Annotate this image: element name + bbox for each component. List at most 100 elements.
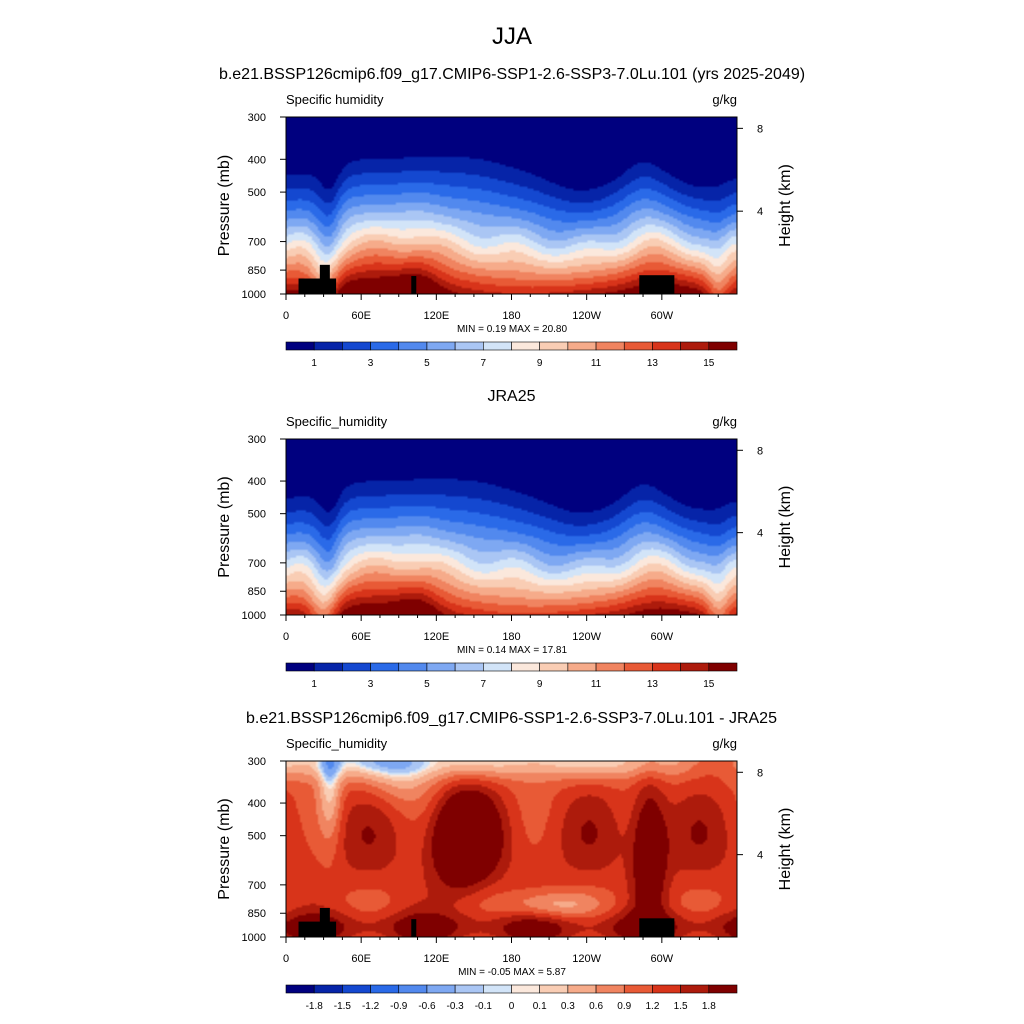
colorbar-box bbox=[454, 341, 484, 351]
colorbar-label: 0.9 bbox=[617, 1001, 631, 1012]
x-tick-label: 180 bbox=[502, 631, 520, 643]
terrain-block bbox=[298, 278, 337, 294]
x-tick-label: 60E bbox=[351, 953, 371, 965]
y-tick-label: 850 bbox=[248, 586, 266, 598]
colorbar-box bbox=[342, 662, 371, 672]
colorbar-label: 11 bbox=[591, 358, 602, 369]
y-tick-label: 1000 bbox=[242, 289, 266, 301]
colorbar-box bbox=[370, 662, 400, 672]
colorbar-label: 13 bbox=[647, 358, 659, 369]
colorbar-label: 9 bbox=[537, 679, 543, 690]
page-title: JJA bbox=[492, 23, 532, 50]
colorbar-label: 13 bbox=[647, 679, 659, 690]
x-tick-label: 60W bbox=[651, 310, 674, 322]
colorbar-box bbox=[426, 341, 456, 351]
min-max-stats: MIN = -0.05 MAX = 5.87 bbox=[458, 967, 566, 978]
colorbar-box bbox=[595, 984, 625, 994]
x-tick-label: 120E bbox=[423, 631, 449, 643]
colorbar-box bbox=[623, 662, 653, 672]
units-label: g/kg bbox=[712, 92, 737, 107]
colorbar-box bbox=[454, 984, 484, 994]
units-label: g/kg bbox=[712, 736, 737, 751]
x-tick-label: 120W bbox=[572, 310, 601, 322]
terrain-block bbox=[298, 921, 337, 937]
colorbar-label: -1.8 bbox=[306, 1001, 324, 1012]
colorbar-label: -0.3 bbox=[447, 1001, 465, 1012]
colorbar-box bbox=[623, 984, 653, 994]
x-tick-label: 180 bbox=[502, 953, 520, 965]
colorbar-label: 1.5 bbox=[674, 1001, 688, 1012]
colorbar-box bbox=[454, 662, 484, 672]
colorbar-box bbox=[313, 984, 343, 994]
right-axis-label: Height (km) bbox=[777, 486, 794, 569]
colorbar-box bbox=[652, 662, 681, 672]
x-tick-label: 60E bbox=[351, 310, 371, 322]
field-name: Specific_humidity bbox=[286, 736, 388, 751]
colorbar-box bbox=[652, 341, 681, 351]
colorbar-box bbox=[483, 341, 512, 351]
y-tick-label: 1000 bbox=[242, 610, 266, 622]
y-tick-label: 400 bbox=[248, 476, 266, 488]
right-axis-label: Height (km) bbox=[777, 808, 794, 891]
panels: Specific humidity g/kg0 60E 120E 180 120W 60W3… bbox=[216, 92, 794, 1012]
y-tick-label: 850 bbox=[248, 265, 266, 277]
colorbar-label: -0.6 bbox=[418, 1001, 436, 1012]
colorbar-label: 15 bbox=[703, 358, 715, 369]
x-tick-label: 0 bbox=[283, 631, 289, 643]
y-tick-label: 1000 bbox=[242, 932, 266, 944]
right-tick-label: 8 bbox=[757, 767, 763, 779]
colorbar-box bbox=[567, 341, 597, 351]
units-label: g/kg bbox=[712, 414, 737, 429]
colorbar-label: 11 bbox=[591, 679, 602, 690]
colorbar-label: 3 bbox=[368, 679, 374, 690]
colorbar-box bbox=[539, 984, 569, 994]
colorbar-box bbox=[313, 341, 343, 351]
colorbar-box bbox=[539, 341, 569, 351]
colorbar-box bbox=[511, 341, 540, 351]
colorbar-box bbox=[511, 662, 540, 672]
colorbar-box bbox=[708, 984, 738, 994]
right-tick-label: 4 bbox=[757, 206, 763, 218]
x-tick-label: 120W bbox=[572, 953, 601, 965]
colorbar-label: 5 bbox=[424, 679, 430, 690]
colorbar-box bbox=[708, 662, 738, 672]
y-tick-label: 400 bbox=[248, 798, 266, 810]
y-tick-label: 700 bbox=[248, 558, 266, 570]
y-tick-label: 400 bbox=[248, 154, 266, 166]
panel-3: b.e21.BSSP126cmip6.f09_g17.CMIP6-SSP1-2.… bbox=[216, 710, 794, 1012]
colorbar-box bbox=[370, 984, 400, 994]
min-max-stats: MIN = 0.14 MAX = 17.81 bbox=[457, 645, 567, 656]
contour-field bbox=[286, 117, 737, 294]
right-axis-label: Height (km) bbox=[777, 164, 794, 247]
colorbar-label: -0.9 bbox=[390, 1001, 408, 1012]
colorbar-box bbox=[511, 984, 540, 994]
colorbar-label: 0 bbox=[509, 1001, 515, 1012]
page-subtitle: b.e21.BSSP126cmip6.f09_g17.CMIP6-SSP1-2.… bbox=[219, 66, 805, 83]
colorbar-box bbox=[708, 341, 738, 351]
y-tick-label: 500 bbox=[248, 187, 266, 199]
colorbar-box bbox=[680, 662, 710, 672]
colorbar-label: 1.2 bbox=[645, 1001, 659, 1012]
y-axis-label: Pressure (mb) bbox=[216, 798, 233, 899]
colorbar-label: 0.1 bbox=[533, 1001, 547, 1012]
colorbar-box bbox=[398, 984, 428, 994]
right-tick-label: 8 bbox=[757, 123, 763, 135]
colorbar-label: 9 bbox=[537, 358, 543, 369]
y-tick-label: 300 bbox=[248, 434, 266, 446]
min-max-stats: MIN = 0.19 MAX = 20.80 bbox=[457, 324, 567, 335]
terrain-block bbox=[319, 264, 330, 294]
panel-2: JRA25 Specific_humidity g/kg 0 60E 120E 180 120… bbox=[216, 388, 794, 690]
contour-field bbox=[286, 761, 737, 937]
colorbar-box bbox=[595, 662, 625, 672]
contour-field bbox=[286, 439, 737, 615]
x-tick-label: 120E bbox=[423, 310, 449, 322]
colorbar-box bbox=[680, 984, 710, 994]
colorbar-label: -1.2 bbox=[362, 1001, 380, 1012]
y-tick-label: 700 bbox=[248, 237, 266, 249]
panel-1: Specific humidity g/kg 0 60E 120E 180 120W 60W 3… bbox=[216, 92, 794, 369]
terrain-block bbox=[639, 918, 675, 937]
colorbar-box bbox=[483, 662, 512, 672]
terrain bbox=[298, 907, 675, 937]
colorbar-box bbox=[567, 662, 597, 672]
